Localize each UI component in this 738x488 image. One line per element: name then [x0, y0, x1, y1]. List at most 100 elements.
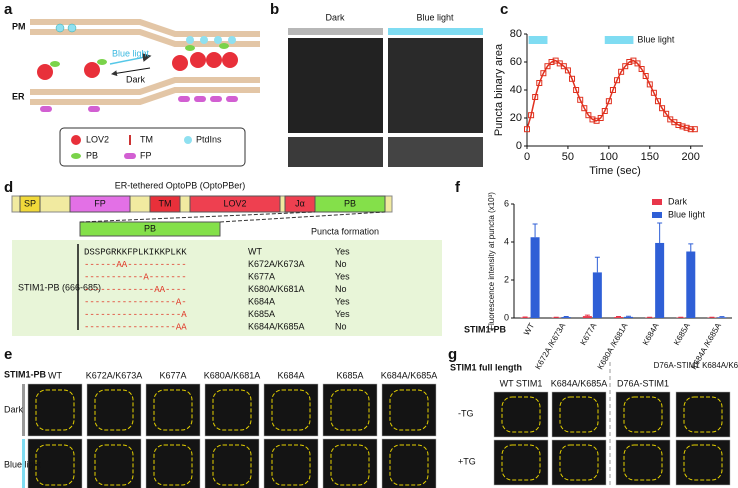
sequence: -----------A------- [84, 272, 187, 282]
point [605, 98, 612, 105]
point [626, 59, 633, 65]
micrograph [615, 391, 671, 438]
error-bar [719, 316, 725, 318]
point [634, 60, 641, 67]
x-tick-label: K672A /K673A [533, 321, 567, 371]
x-tick-label: K680A /K681A [596, 321, 630, 371]
sequence: -------------AA---- [84, 285, 187, 295]
cell-outline [501, 444, 541, 481]
puncta-result: No [335, 321, 347, 331]
domain-label: TM [159, 198, 172, 208]
point [683, 124, 690, 131]
error-bar [594, 256, 600, 273]
bar [655, 242, 665, 318]
y-axis-label: Fluorescence intensity at puncta (x10³) [487, 192, 496, 330]
error-bar [657, 222, 663, 243]
column-label: K685A [336, 370, 363, 380]
panel-letter: e [4, 346, 12, 363]
dark-strip [22, 384, 25, 436]
cell-outline [212, 444, 252, 486]
error-bar [688, 243, 694, 252]
puncta-result: Yes [335, 296, 350, 306]
point [614, 77, 621, 84]
point [687, 126, 694, 133]
sequence: DSSPGRKKFPLKIKKPLKK [84, 247, 187, 257]
panel-letter: b [270, 1, 279, 18]
micrograph [263, 383, 319, 437]
cell-outline [559, 444, 599, 481]
micrograph [493, 439, 549, 486]
point [573, 87, 580, 93]
light-bar [388, 28, 483, 35]
cell-outline [389, 389, 429, 431]
y-tick-label: 6 [504, 198, 509, 208]
bar [717, 317, 727, 318]
series-line [526, 59, 695, 130]
error-bar [616, 315, 621, 318]
mutant-label: K672A/K673A [248, 259, 305, 269]
micrograph-zoom [388, 137, 483, 167]
mutant-label: K677A [248, 271, 275, 281]
point [548, 59, 555, 65]
row-label: Blue light [4, 459, 42, 469]
point [577, 96, 584, 103]
domain-label: FP [94, 198, 106, 208]
point [675, 122, 682, 128]
point [642, 73, 649, 79]
micrograph [322, 383, 378, 437]
point [589, 116, 596, 123]
x-tick-label: K685A [672, 321, 692, 347]
construct-label: STIM1-PB (666-685) [18, 282, 101, 292]
point [544, 63, 551, 70]
error-bar [626, 315, 631, 317]
y-axis-label: Puncta binary area [493, 43, 505, 136]
domain-bar [11, 195, 442, 336]
x-axis-label: Time (sec) [589, 165, 641, 177]
point [646, 81, 653, 88]
bar [686, 251, 696, 318]
micrograph [493, 391, 549, 438]
cell-outline [35, 444, 75, 486]
bar [614, 317, 623, 318]
y-tick-label: 2 [504, 274, 509, 284]
label: PM [12, 21, 26, 31]
point [650, 89, 657, 96]
y-tick-label: 0 [504, 312, 509, 322]
panel-letter: a [4, 1, 13, 18]
column-label: K684A/K685A [381, 370, 438, 380]
label: Blue light [112, 48, 150, 58]
label: ER [12, 91, 25, 101]
column-label: K680A/K681A [204, 370, 261, 380]
mutant-label: K684A/K685A [248, 321, 305, 331]
domain-label: Jα [295, 198, 305, 208]
domain-label: SP [24, 198, 36, 208]
point [618, 68, 625, 75]
bar [624, 316, 633, 318]
domain-label: PB [144, 223, 156, 233]
column-label: Blue light [416, 12, 454, 22]
micrograph [388, 38, 483, 133]
column-label: WT [48, 370, 62, 380]
point [532, 94, 539, 100]
point [659, 105, 666, 112]
error-bar [563, 315, 569, 318]
domain-label: PB [344, 198, 356, 208]
column-label: K684A [277, 370, 304, 380]
axis [513, 204, 732, 319]
legend-label: FP [140, 150, 152, 160]
bar [582, 316, 592, 318]
cell-outline [94, 444, 134, 486]
point [528, 112, 535, 119]
panel-letter: c [500, 1, 508, 18]
micrograph [381, 383, 437, 437]
cell-outline [559, 396, 599, 433]
micrograph [551, 439, 607, 486]
x-tick-label: K684A [641, 321, 661, 347]
x-tick-label: 0 [524, 151, 530, 163]
bar [592, 272, 602, 318]
point [654, 98, 661, 105]
column-label: D76A-STIM1 K684A/K685A [654, 361, 738, 370]
row-title: STIM1-PB [464, 324, 507, 334]
point [540, 70, 547, 77]
point [638, 66, 645, 72]
